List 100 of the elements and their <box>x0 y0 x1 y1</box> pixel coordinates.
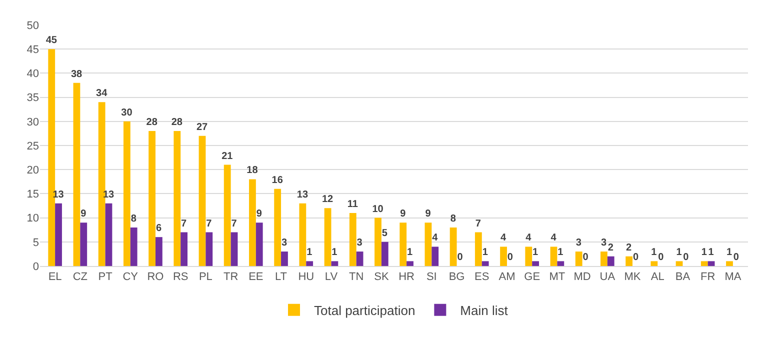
bar <box>450 227 457 266</box>
bar <box>600 252 608 266</box>
data-label: 0 <box>733 252 740 263</box>
data-label: 3 <box>281 238 288 249</box>
bar <box>700 261 708 266</box>
data-label: 4 <box>550 232 557 244</box>
data-label: 7 <box>181 218 188 230</box>
data-label: 9 <box>425 208 432 220</box>
bar <box>607 256 614 266</box>
data-label: 7 <box>231 218 238 230</box>
data-label: 3 <box>576 238 582 249</box>
data-label: 4 <box>500 232 507 244</box>
x-tick-label: SK <box>374 271 390 284</box>
bar <box>708 261 715 266</box>
x-tick-label: GE <box>524 271 540 284</box>
x-tick-label: BA <box>675 271 691 284</box>
bar <box>482 261 489 266</box>
data-label: 1 <box>676 247 682 258</box>
bar <box>474 232 482 266</box>
bar <box>374 218 382 266</box>
data-label: 21 <box>222 150 234 162</box>
data-label: 0 <box>658 252 664 263</box>
data-label: 34 <box>96 88 108 100</box>
data-label: 30 <box>121 107 133 118</box>
x-tick-label: RO <box>147 271 164 284</box>
y-tick-label: 45 <box>26 44 39 56</box>
bar <box>130 227 138 266</box>
bar <box>400 222 407 266</box>
data-label: 1 <box>651 247 658 258</box>
x-tick-label: LV <box>324 271 338 284</box>
bar <box>256 222 263 266</box>
x-tick-label: TR <box>223 271 238 284</box>
data-label: 1 <box>407 247 414 258</box>
data-label: 45 <box>46 35 58 46</box>
data-label: 0 <box>632 252 639 263</box>
bar <box>356 252 364 266</box>
data-label: 1 <box>701 247 708 258</box>
bar <box>432 246 439 266</box>
x-tick-label: AL <box>650 271 664 284</box>
bar <box>155 237 162 266</box>
y-tick-label: 30 <box>26 116 39 128</box>
bar <box>55 203 62 266</box>
bar <box>148 131 156 266</box>
data-label: 5 <box>382 228 388 239</box>
x-tick-label: RS <box>172 271 188 284</box>
data-label: 1 <box>332 247 338 258</box>
bar <box>98 102 106 266</box>
x-tick-label: AM <box>498 271 516 284</box>
y-tick-label: 0 <box>32 260 39 273</box>
data-label: 9 <box>256 208 262 220</box>
bar <box>349 212 356 266</box>
bar <box>180 232 188 266</box>
data-label: 16 <box>272 174 284 186</box>
x-tick-label: SI <box>426 271 437 284</box>
data-label: 10 <box>372 204 384 215</box>
bar <box>324 208 332 266</box>
data-label: 8 <box>130 213 137 224</box>
x-tick-label: TN <box>349 271 364 284</box>
data-label: 7 <box>206 218 212 230</box>
bar <box>299 203 306 266</box>
legend-label: Main list <box>460 302 508 318</box>
bar <box>230 232 238 266</box>
x-tick-label: HU <box>298 271 314 284</box>
y-tick-label: 5 <box>32 236 39 249</box>
x-tick-label: CZ <box>72 271 88 284</box>
bar <box>105 203 112 266</box>
data-label: 6 <box>156 223 162 234</box>
data-label: 38 <box>70 68 82 80</box>
data-label: 12 <box>322 194 334 206</box>
data-label: 1 <box>708 247 714 258</box>
x-tick-label: HR <box>398 271 415 284</box>
bar <box>198 136 206 266</box>
bar <box>281 252 288 266</box>
x-tick-label: LT <box>275 271 288 284</box>
data-label: 1 <box>306 247 313 258</box>
x-tick-label: PT <box>98 271 113 284</box>
data-label: 0 <box>683 252 690 263</box>
bar <box>123 121 130 266</box>
data-label: 28 <box>146 117 158 128</box>
bar <box>206 232 213 266</box>
bar <box>174 131 181 266</box>
bar <box>525 246 532 266</box>
bar <box>500 246 507 266</box>
data-label: 9 <box>400 208 406 220</box>
data-label: 3 <box>600 238 607 249</box>
data-label: 0 <box>507 252 514 263</box>
y-tick-label: 50 <box>26 20 39 32</box>
bar <box>575 252 582 266</box>
data-label: 2 <box>608 242 614 254</box>
y-tick-label: 15 <box>26 188 39 201</box>
data-label: 1 <box>558 247 564 258</box>
bar <box>726 261 733 266</box>
bar <box>626 256 633 266</box>
x-tick-label: MT <box>549 271 566 284</box>
x-tick-label: EE <box>248 271 264 284</box>
x-tick-label: EL <box>48 271 62 284</box>
x-tick-label: CY <box>122 271 139 284</box>
data-label: 13 <box>296 189 308 200</box>
legend-label: Total participation <box>314 302 416 318</box>
data-label: 8 <box>450 213 456 224</box>
